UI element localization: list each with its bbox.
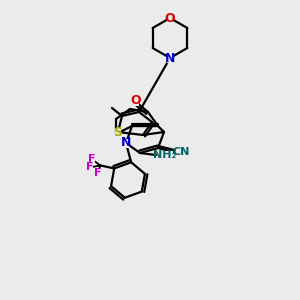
Text: NH₂: NH₂	[153, 150, 177, 160]
FancyBboxPatch shape	[167, 14, 173, 22]
FancyBboxPatch shape	[89, 155, 95, 164]
Text: O: O	[165, 11, 175, 25]
Text: N: N	[121, 136, 131, 149]
Text: S: S	[113, 125, 122, 139]
Text: F: F	[86, 162, 94, 172]
FancyBboxPatch shape	[115, 128, 121, 136]
Text: O: O	[131, 94, 141, 107]
Text: F: F	[88, 154, 96, 164]
FancyBboxPatch shape	[167, 53, 173, 62]
FancyBboxPatch shape	[133, 97, 139, 106]
FancyBboxPatch shape	[95, 169, 101, 178]
FancyBboxPatch shape	[87, 163, 94, 172]
Text: F: F	[94, 168, 102, 178]
Text: CN: CN	[172, 147, 190, 157]
Text: N: N	[165, 52, 175, 64]
FancyBboxPatch shape	[176, 148, 187, 157]
FancyBboxPatch shape	[123, 139, 129, 148]
FancyBboxPatch shape	[157, 151, 173, 160]
